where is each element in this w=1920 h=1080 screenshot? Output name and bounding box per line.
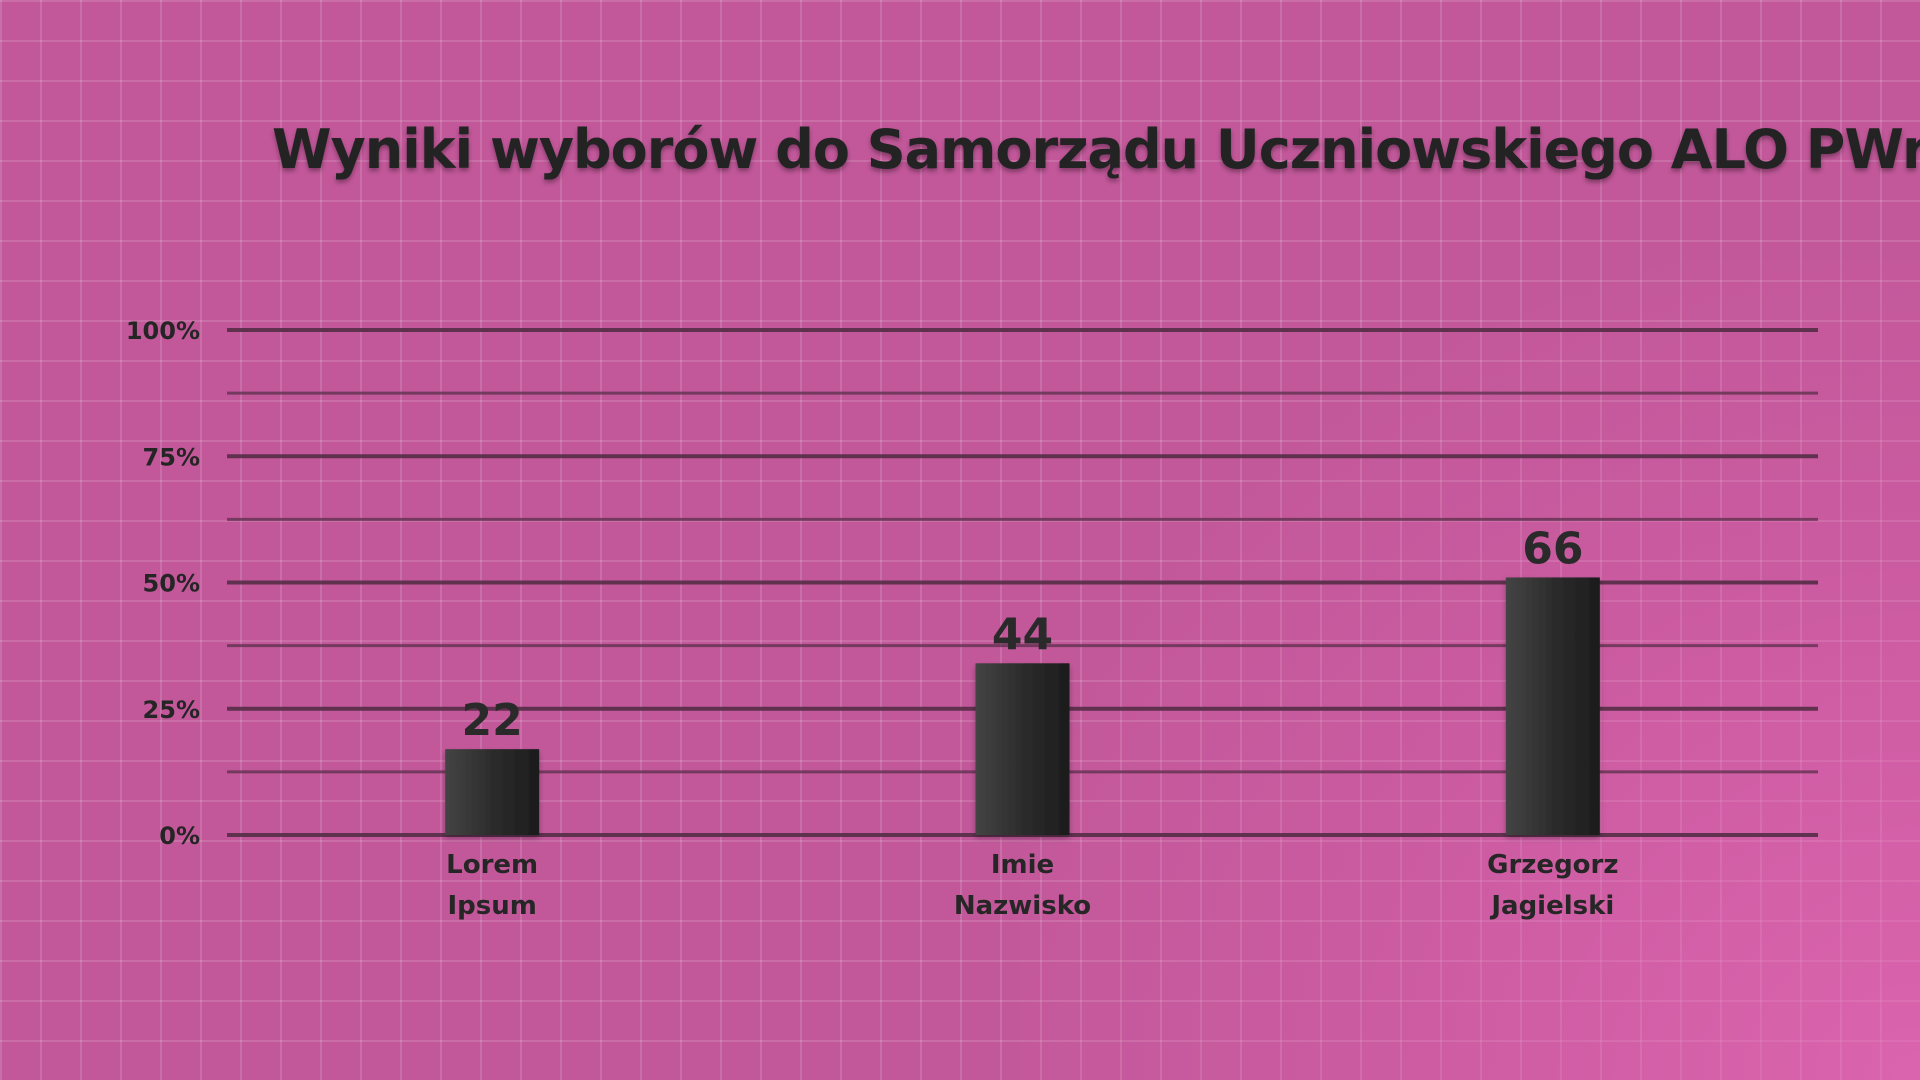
bar-value-label: 66: [1522, 523, 1583, 574]
bar: [1505, 577, 1600, 835]
x-category-label: Jagielski: [1489, 891, 1614, 921]
data-labels: 22 44 66: [462, 523, 1584, 746]
x-category-label: Ipsum: [447, 891, 536, 921]
x-category-label: Nazwisko: [954, 891, 1091, 921]
y-axis-ticks: 0% 25% 50% 75% 100%: [126, 317, 200, 850]
x-axis-categories: Lorem Ipsum Imie Nazwisko Grzegorz Jagielski: [446, 850, 1618, 921]
bar-value-label: 44: [992, 609, 1053, 660]
bar: [975, 663, 1070, 835]
x-category-label: Grzegorz: [1487, 850, 1618, 880]
y-tick-label: 75%: [143, 443, 200, 471]
x-category-label: Lorem: [446, 850, 538, 880]
y-tick-label: 50%: [143, 570, 200, 598]
y-tick-label: 100%: [126, 317, 200, 345]
y-tick-label: 0%: [159, 822, 200, 850]
bar: [445, 749, 540, 835]
x-category-label: Imie: [991, 850, 1054, 880]
chart-title: Wyniki wyborów do Samorządu Uczniowskieg…: [272, 118, 1920, 181]
bars: [445, 577, 1600, 835]
bar-value-label: 22: [462, 695, 523, 746]
y-tick-label: 25%: [143, 696, 200, 724]
